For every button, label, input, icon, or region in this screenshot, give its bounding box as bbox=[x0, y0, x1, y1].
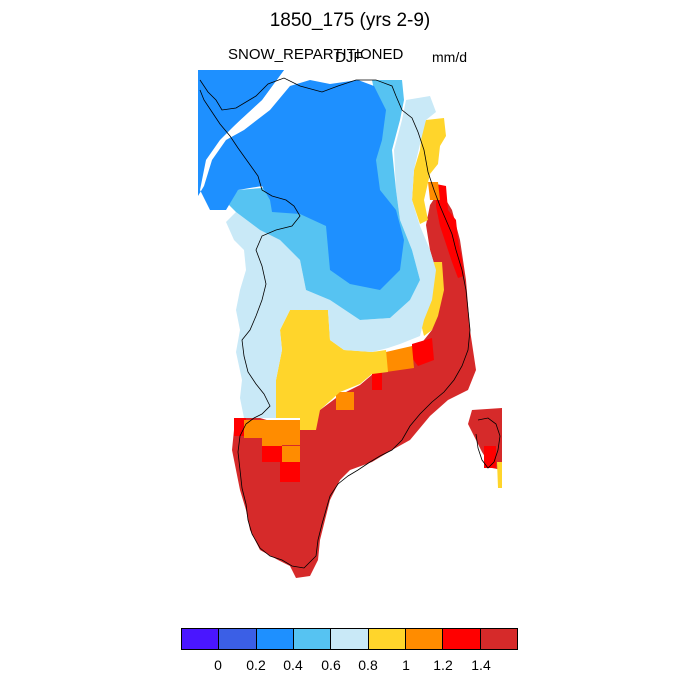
region-red-west bbox=[234, 418, 246, 436]
colorbar bbox=[181, 628, 518, 650]
region-orange-south bbox=[244, 420, 300, 462]
colorbar-tick-label: 1 bbox=[402, 657, 410, 673]
colorbar-tick-label: 1.4 bbox=[471, 657, 491, 673]
region-orange-mid bbox=[386, 346, 414, 372]
season-label: DJF bbox=[335, 49, 363, 66]
plot-title: 1850_175 (yrs 2-9) bbox=[269, 10, 431, 31]
region-orange-small bbox=[336, 392, 354, 410]
coastline bbox=[199, 77, 471, 569]
colorbar-swatch bbox=[182, 629, 220, 649]
variable-label: SNOW_REPARTITIONED bbox=[228, 46, 404, 63]
colorbar-tick-label: 0.6 bbox=[321, 657, 341, 673]
region-yellow-center bbox=[276, 310, 388, 430]
units-label: mm/d bbox=[432, 49, 467, 65]
region-light-blue bbox=[226, 96, 436, 418]
colorbar-swatch bbox=[443, 629, 481, 649]
region-red-mid bbox=[412, 338, 434, 366]
colorbar-swatch bbox=[368, 629, 406, 649]
coastline-island bbox=[475, 417, 501, 469]
region-dark-blue bbox=[198, 70, 404, 290]
region-red-small bbox=[372, 370, 382, 390]
colorbar-swatch bbox=[405, 629, 444, 649]
colorbar-swatch bbox=[293, 629, 332, 649]
colorbar-tick-label: 0.8 bbox=[358, 657, 378, 673]
colorbar-tick-label: 0 bbox=[214, 657, 222, 673]
colorbar-tick-label: 0.4 bbox=[283, 657, 303, 673]
colorbar-tick-label: 1.2 bbox=[433, 657, 453, 673]
region-island-yellow bbox=[497, 462, 502, 488]
region-yellow-east bbox=[412, 118, 446, 224]
region-red-south2 bbox=[280, 462, 300, 482]
colorbar-swatch bbox=[331, 629, 369, 649]
colorbar-swatch bbox=[480, 629, 517, 649]
region-dark-blue-west bbox=[198, 70, 284, 162]
colorbar-swatch bbox=[219, 629, 257, 649]
colorbar-swatch bbox=[256, 629, 294, 649]
colorbar-tick-label: 0.2 bbox=[246, 657, 266, 673]
